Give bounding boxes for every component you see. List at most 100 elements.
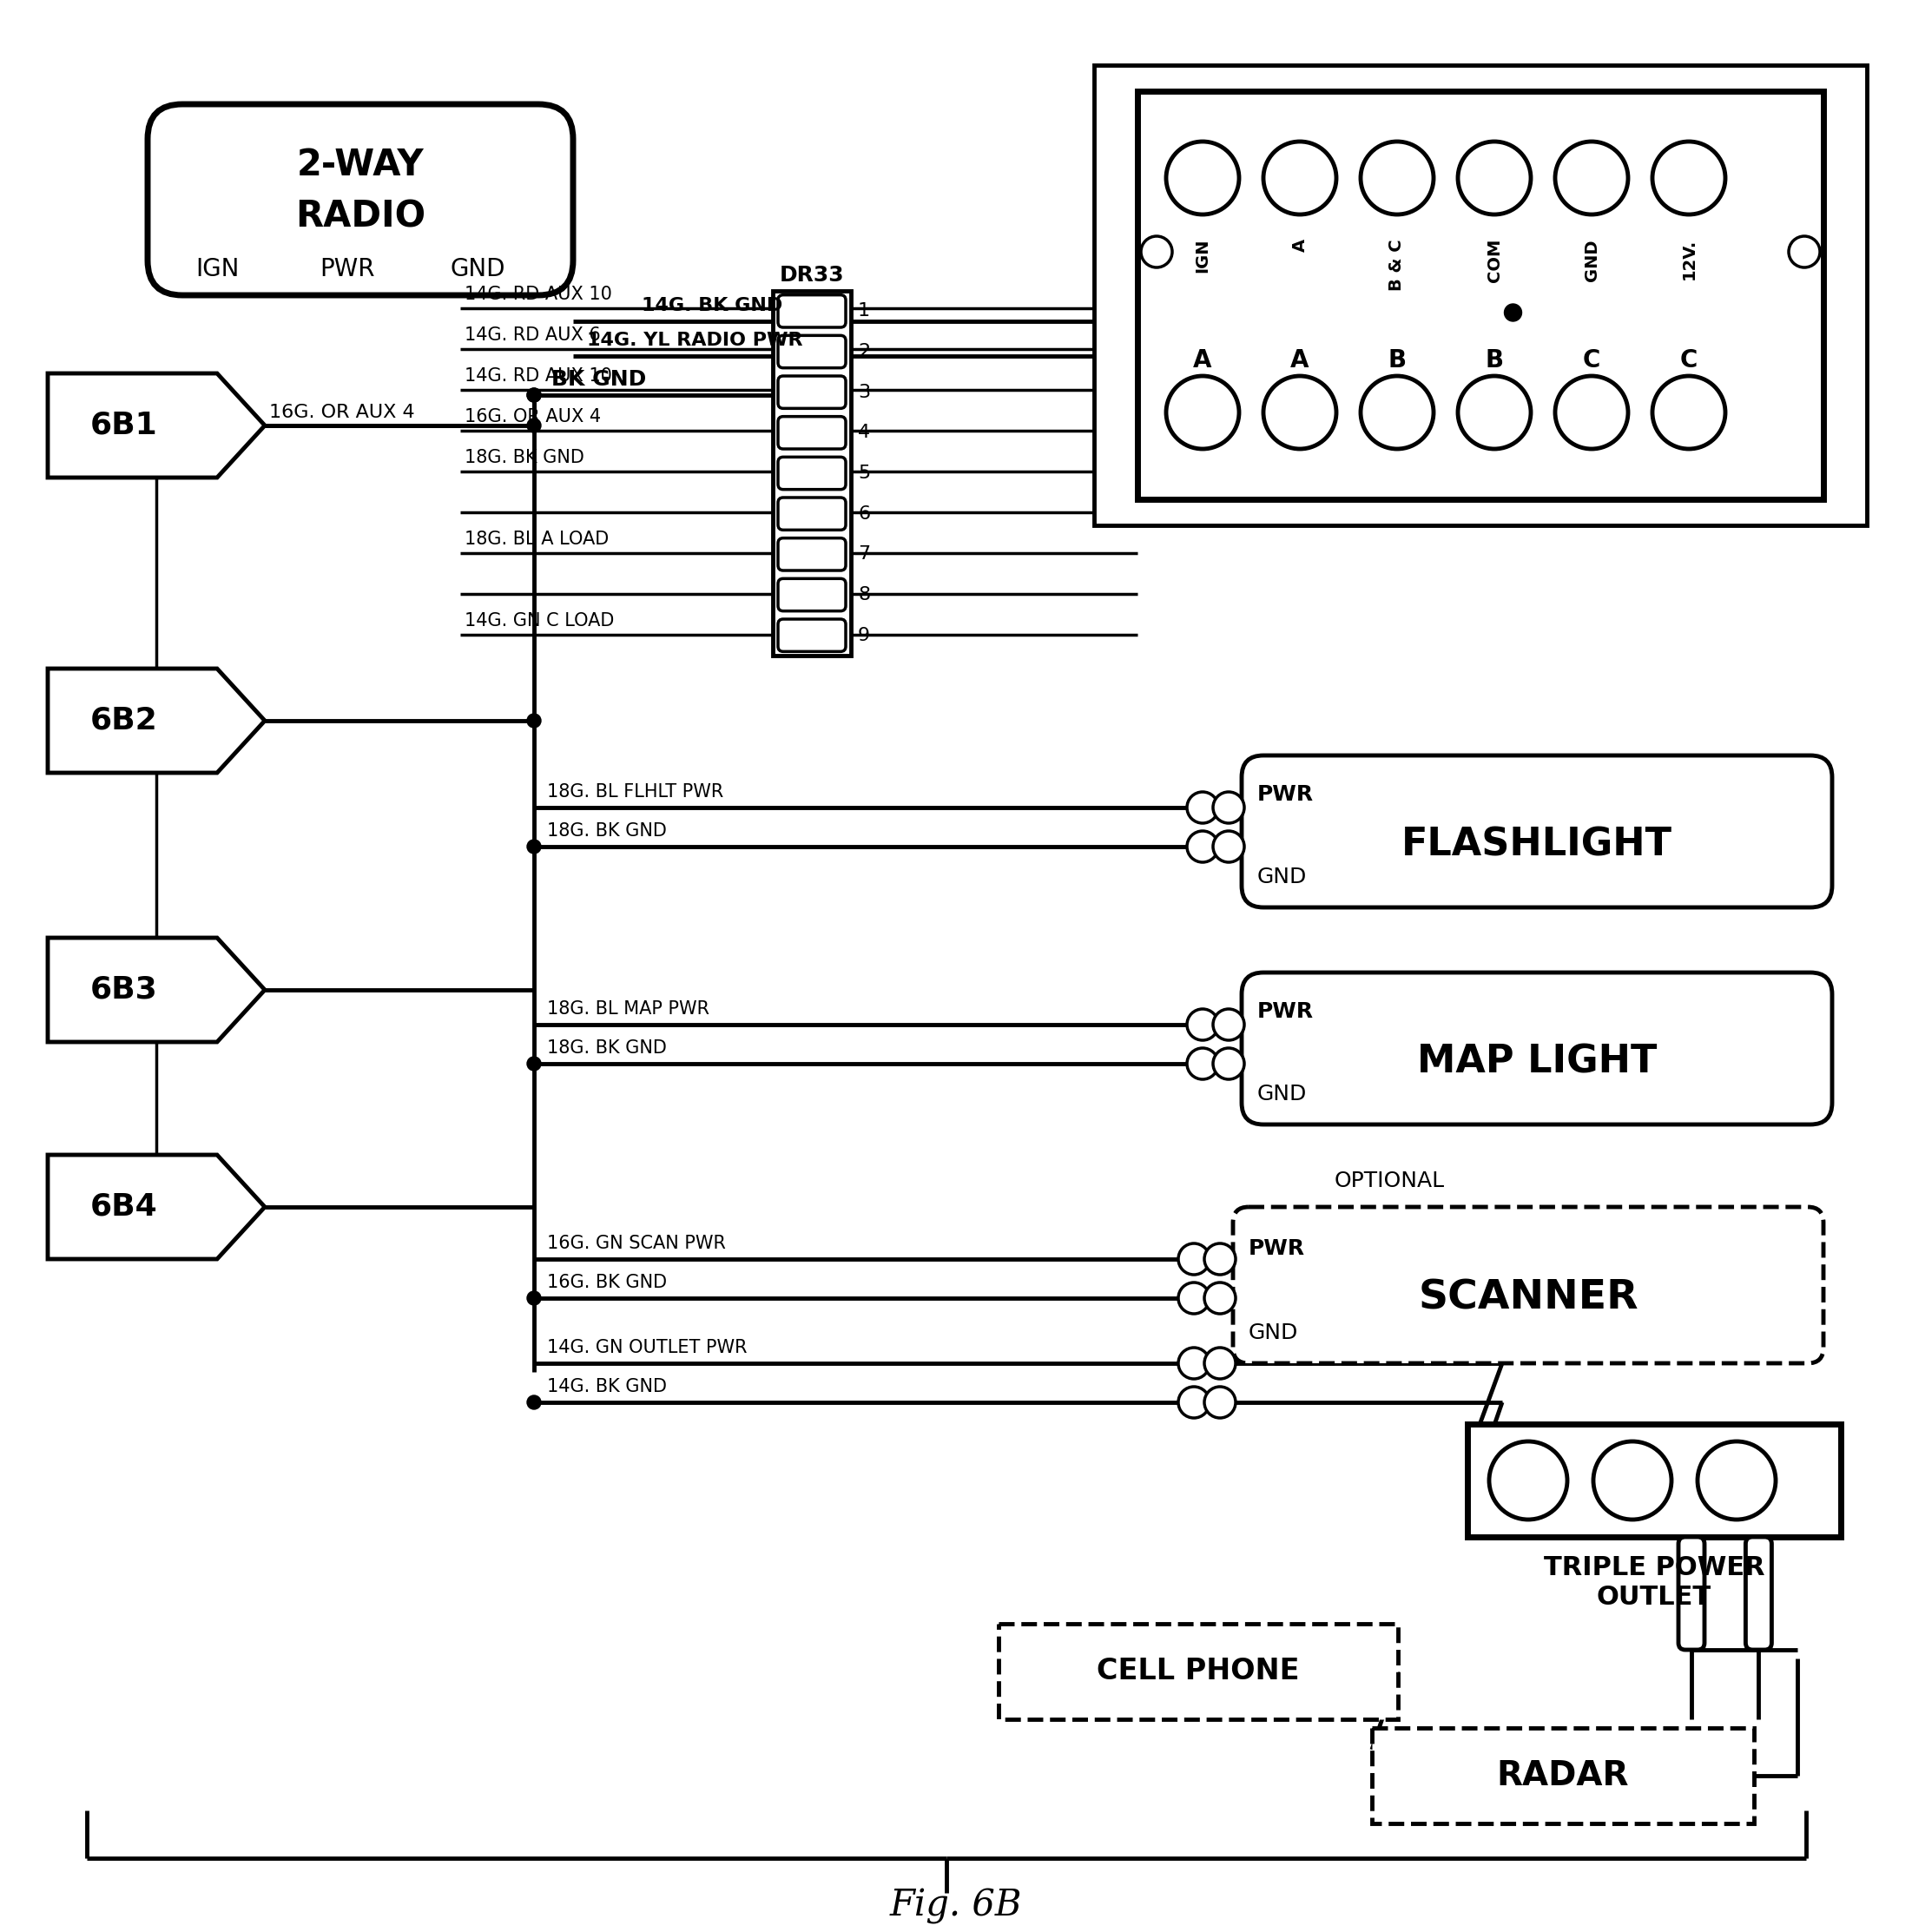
Circle shape (528, 1057, 541, 1070)
Text: COM: COM (1486, 240, 1503, 282)
Text: PWR: PWR (1249, 1238, 1306, 1260)
FancyBboxPatch shape (778, 618, 845, 651)
Text: A: A (1291, 348, 1310, 373)
Text: 18G. BL A LOAD: 18G. BL A LOAD (465, 531, 608, 549)
FancyBboxPatch shape (778, 296, 845, 327)
Circle shape (1264, 141, 1336, 214)
Text: 14G. RD AUX 10: 14G. RD AUX 10 (465, 286, 612, 303)
Text: 1: 1 (858, 303, 870, 321)
Text: B: B (1486, 348, 1503, 373)
Circle shape (528, 840, 541, 854)
Circle shape (1505, 303, 1522, 321)
Text: 5: 5 (858, 464, 870, 481)
Text: 18G. BK GND: 18G. BK GND (465, 448, 585, 466)
Circle shape (1187, 1009, 1218, 1039)
FancyBboxPatch shape (778, 458, 845, 489)
Text: 6B1: 6B1 (90, 412, 157, 440)
Circle shape (1790, 236, 1820, 267)
FancyBboxPatch shape (778, 498, 845, 529)
FancyBboxPatch shape (1241, 972, 1832, 1124)
Circle shape (1593, 1441, 1671, 1520)
Circle shape (528, 388, 541, 402)
Text: CELL PHONE: CELL PHONE (1097, 1658, 1300, 1687)
Text: B: B (1388, 348, 1405, 373)
Text: 14G. YL RADIO PWR: 14G. YL RADIO PWR (587, 332, 803, 350)
Text: GND: GND (1258, 1084, 1308, 1105)
Text: GND: GND (449, 257, 505, 282)
Circle shape (1178, 1387, 1210, 1418)
Text: 14G. BK GND: 14G. BK GND (642, 298, 782, 315)
Text: C: C (1681, 348, 1698, 373)
Circle shape (1457, 141, 1532, 214)
Text: A: A (1293, 240, 1308, 251)
Text: 18G. BL FLHLT PWR: 18G. BL FLHLT PWR (547, 782, 723, 800)
Circle shape (528, 1395, 541, 1408)
Text: PWR: PWR (1258, 784, 1314, 806)
Circle shape (1166, 141, 1239, 214)
Circle shape (1166, 377, 1239, 448)
Text: RADAR: RADAR (1497, 1760, 1629, 1793)
Circle shape (528, 713, 541, 728)
Circle shape (1178, 1283, 1210, 1314)
Circle shape (1205, 1387, 1235, 1418)
Text: 6B4: 6B4 (90, 1192, 157, 1221)
Bar (772, 292, 851, 655)
Circle shape (1205, 1244, 1235, 1275)
Circle shape (1205, 1349, 1235, 1379)
Text: Fig. 6B: Fig. 6B (889, 1888, 1023, 1924)
Text: 2: 2 (858, 344, 870, 361)
FancyBboxPatch shape (1746, 1538, 1772, 1650)
FancyBboxPatch shape (1233, 1208, 1824, 1364)
Polygon shape (48, 668, 266, 773)
Circle shape (1457, 377, 1532, 448)
Bar (998, 1623, 1398, 1719)
Circle shape (1178, 1244, 1210, 1275)
Circle shape (1652, 377, 1725, 448)
Circle shape (1264, 377, 1336, 448)
Text: B & C: B & C (1388, 240, 1405, 290)
Circle shape (1361, 377, 1434, 448)
Text: PWR: PWR (319, 257, 375, 282)
Text: GND: GND (1249, 1321, 1298, 1343)
Text: 8: 8 (858, 585, 870, 603)
Text: 6: 6 (858, 504, 870, 522)
Text: 6B3: 6B3 (90, 976, 157, 1005)
Circle shape (528, 1291, 541, 1306)
Text: 12V.: 12V. (1681, 240, 1698, 280)
Text: 14G. BK GND: 14G. BK GND (547, 1378, 667, 1395)
Polygon shape (48, 1155, 266, 1260)
Text: 2-WAY: 2-WAY (296, 147, 424, 184)
Text: OPTIONAL: OPTIONAL (1335, 1171, 1444, 1192)
Circle shape (1205, 1283, 1235, 1314)
Polygon shape (48, 937, 266, 1041)
Circle shape (528, 419, 541, 433)
Bar (1117, 77, 1845, 512)
Polygon shape (48, 373, 266, 477)
FancyBboxPatch shape (147, 104, 574, 296)
Circle shape (1187, 792, 1218, 823)
Text: 16G. GN SCAN PWR: 16G. GN SCAN PWR (547, 1235, 727, 1252)
Circle shape (1489, 1441, 1568, 1520)
FancyBboxPatch shape (778, 539, 845, 570)
Bar (1138, 91, 1824, 498)
Text: 16G. OR AUX 4: 16G. OR AUX 4 (270, 404, 415, 421)
Text: 7: 7 (858, 545, 870, 562)
Text: MAP LIGHT: MAP LIGHT (1417, 1043, 1658, 1080)
Circle shape (1187, 831, 1218, 862)
Text: A: A (1193, 348, 1212, 373)
FancyBboxPatch shape (1241, 755, 1832, 908)
FancyBboxPatch shape (778, 336, 845, 367)
Text: BK GND: BK GND (551, 369, 646, 390)
Text: 9: 9 (858, 626, 870, 643)
Text: IGN: IGN (195, 257, 239, 282)
Circle shape (1652, 141, 1725, 214)
Text: 14G. RD AUX 10: 14G. RD AUX 10 (465, 367, 612, 384)
Text: 14G. RD AUX 6: 14G. RD AUX 6 (465, 327, 600, 344)
Circle shape (1187, 1047, 1218, 1080)
Circle shape (1554, 377, 1627, 448)
Text: 6B2: 6B2 (90, 705, 157, 736)
Bar (1373, 1727, 1753, 1824)
Circle shape (1212, 831, 1245, 862)
Circle shape (1178, 1349, 1210, 1379)
Text: 16G. OR AUX 4: 16G. OR AUX 4 (465, 408, 600, 425)
